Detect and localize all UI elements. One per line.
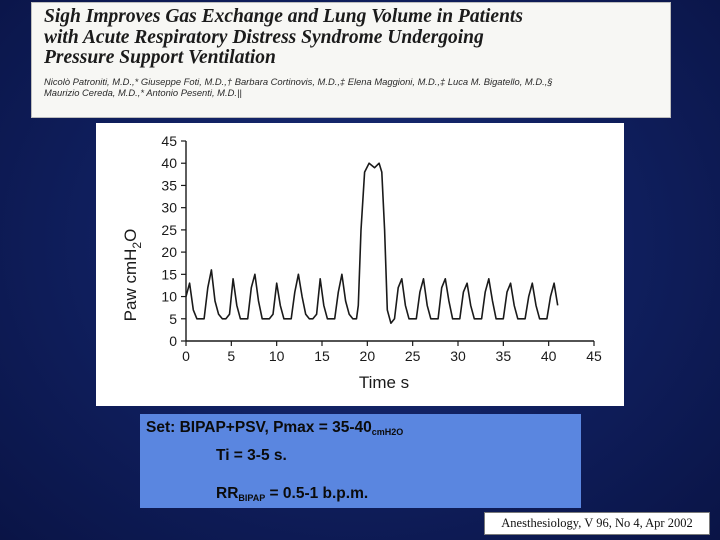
paper-authors: Nicolò Patroniti, M.D.,* Giuseppe Foti, … [44,76,660,99]
paper-title: Sigh Improves Gas Exchange and Lung Volu… [44,6,660,69]
y-axis-label-tail: O [121,229,140,242]
settings-rr-text: RR [216,485,239,502]
y-tick-label: 30 [161,200,177,216]
paper-header: Sigh Improves Gas Exchange and Lung Volu… [31,2,671,118]
y-tick-label: 20 [161,244,177,260]
settings-rr-sub: BIPAP [238,493,266,503]
y-tick-label: 45 [161,133,177,149]
paper-authors-line: Nicolò Patroniti, M.D.,* Giuseppe Foti, … [44,75,553,87]
chart-axes [185,141,594,342]
settings-line-3: RRBIPAP = 0.5-1 b.p.m. [146,485,581,507]
settings-line-1: Set: BIPAP+PSV, Pmax = 35-40cmH2O [146,419,581,441]
x-tick-label: 45 [586,348,602,364]
journal-citation: Anesthesiology, V 96, No 4, Apr 2002 [484,512,710,535]
y-tick-label: 5 [169,311,177,327]
settings-pmax-text: Set: BIPAP+PSV, Pmax = 35-40 [146,419,372,436]
y-tick-label: 10 [161,289,177,305]
x-axis-label: Time s [359,373,409,392]
y-tick-label: 40 [161,155,177,171]
x-tick-label: 5 [227,348,235,364]
chart-ticks: 0 5 10 15 20 25 30 35 40 45 0 5 10 15 20 25 30 35 40 45 [161,133,602,364]
chart-series [185,162,559,324]
x-tick-label: 10 [269,348,285,364]
settings-note: Set: BIPAP+PSV, Pmax = 35-40cmH2O Ti = 3… [140,414,581,508]
paper-title-line: Sigh Improves Gas Exchange and Lung Volu… [44,6,523,27]
x-tick-label: 40 [541,348,557,364]
x-tick-label: 15 [314,348,330,364]
paper-title-line: with Acute Respiratory Distress Syndrome… [44,26,484,48]
y-tick-label: 15 [161,266,177,282]
y-axis-label: Paw cmH2O [121,229,144,322]
y-tick-label: 25 [161,222,177,238]
x-tick-label: 25 [405,348,421,364]
paper-title-line: Pressure Support Ventilation [44,47,276,68]
y-axis-label-main: Paw cmH [121,249,140,322]
x-tick-label: 20 [360,348,376,364]
settings-pmax-unit: cmH2O [371,427,404,437]
x-tick-label: 30 [450,348,466,364]
pressure-chart: 0 5 10 15 20 25 30 35 40 45 0 5 10 15 20 25 30 35 40 45 Paw… [96,123,624,406]
settings-rr-value: = 0.5-1 b.p.m. [265,485,369,502]
x-tick-label: 35 [496,348,512,364]
y-tick-label: 35 [161,177,177,193]
paper-authors-line: Maurizio Cereda, M.D.,* Antonio Pesenti,… [44,87,242,98]
y-tick-label: 0 [169,333,177,349]
pressure-chart-svg: 0 5 10 15 20 25 30 35 40 45 0 5 10 15 20 25 30 35 40 45 Paw… [121,133,602,392]
x-tick-label: 0 [182,348,190,364]
y-axis-label-sub: 2 [130,242,144,249]
pressure-series-line [185,162,559,324]
settings-line-2: Ti = 3-5 s. [216,447,287,464]
